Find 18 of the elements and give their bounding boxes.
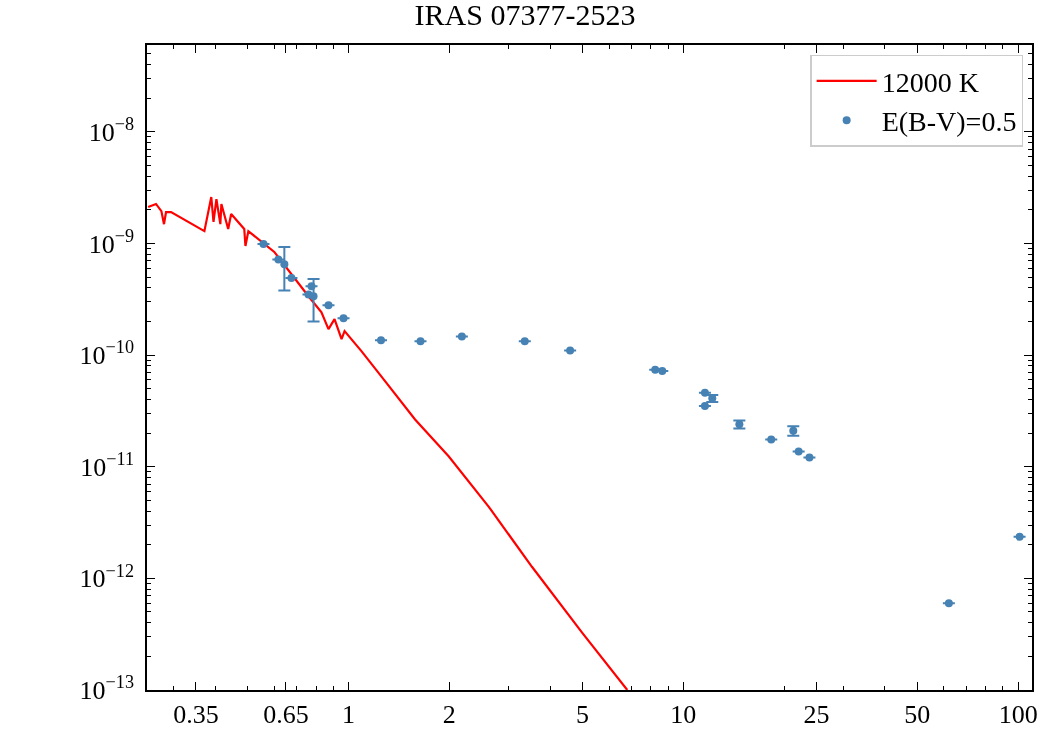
x-tick-label: 2 [442, 699, 456, 729]
x-tick-label: 0.65 [263, 699, 309, 729]
x-tick-label: 5 [576, 699, 590, 729]
y-tick-label: 10$^{−12}$ [79, 560, 135, 594]
x-tick-label: 0.35 [173, 699, 219, 729]
y-tick-label: 10$^{−13}$ [79, 672, 135, 706]
x-tick-label: 1 [342, 699, 356, 729]
legend-label: 12000 K [881, 66, 979, 98]
legend-label: E(B-V)=0.5 [881, 106, 1017, 138]
x-tick-label: 50 [904, 699, 931, 729]
chart-title: IRAS 07377-2523 [414, 0, 636, 31]
y-tick-label: 10$^{−9}$ [88, 225, 135, 259]
y-tick-label: 10$^{−11}$ [80, 448, 135, 482]
x-tick-label: 25 [803, 699, 830, 729]
x-tick-label: 10 [670, 699, 697, 729]
x-tick-label: 100 [998, 699, 1038, 729]
y-tick-label: 10$^{−10}$ [79, 337, 135, 371]
y-tick-label: 10$^{−8}$ [88, 114, 135, 147]
